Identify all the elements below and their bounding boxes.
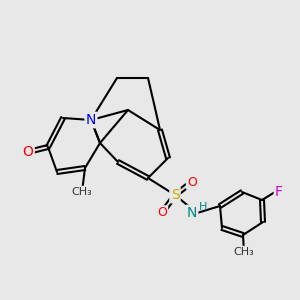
Text: N: N [86,113,96,127]
Text: F: F [275,185,283,199]
Text: N: N [187,206,197,220]
Text: S: S [171,188,179,202]
Text: O: O [187,176,197,188]
Text: O: O [22,145,33,159]
Text: CH₃: CH₃ [72,187,92,197]
Text: H: H [199,202,207,212]
Text: CH₃: CH₃ [234,247,254,257]
Text: O: O [157,206,167,220]
